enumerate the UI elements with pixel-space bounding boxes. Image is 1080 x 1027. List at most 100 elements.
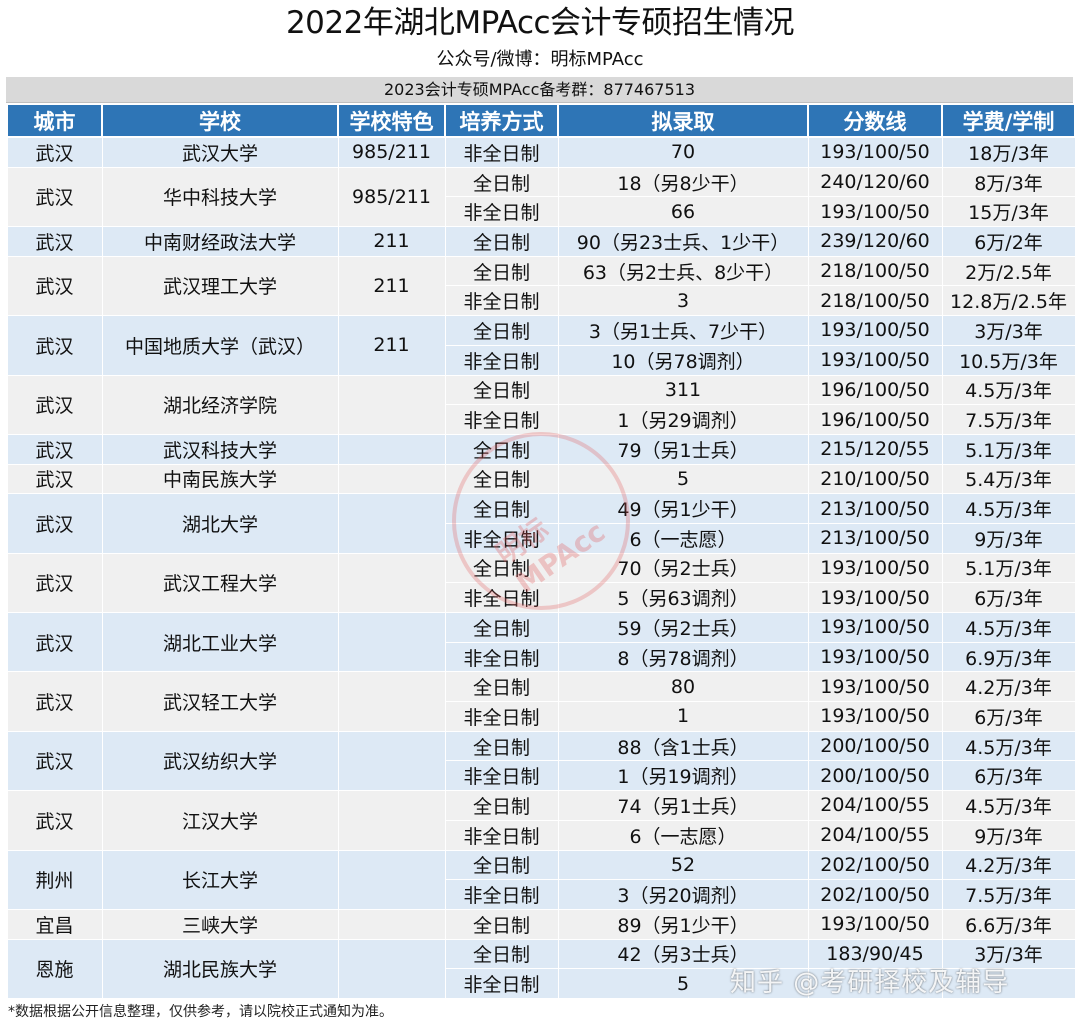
table-row: 非全日制 3（另20调剂） 202/100/50 7.5万/3年 [7, 879, 1076, 910]
admit-cell: 1（另19调剂） [557, 760, 809, 792]
mode-cell: 全日制 [444, 493, 559, 524]
table-row: 非全日制 6（一志愿） 213/100/50 9万/3年 [7, 522, 1076, 554]
table-row: 非全日制 6（一志愿） 204/100/55 9万/3年 [7, 819, 1076, 851]
score-cell: 240/120/60 [807, 166, 943, 198]
mode-cell: 全日制 [444, 849, 559, 881]
school-cell: 湖北民族大学 [101, 938, 339, 999]
score-cell: 213/100/50 [807, 522, 943, 554]
city-cell: 宜昌 [6, 908, 103, 940]
admit-cell: 52 [557, 849, 809, 881]
mode-cell: 非全日制 [444, 344, 559, 376]
city-cell: 武汉 [6, 790, 103, 851]
fee-cell: 6万/3年 [941, 760, 1076, 792]
fee-cell: 6万/2年 [941, 226, 1076, 257]
score-cell: 202/100/50 [807, 849, 943, 881]
table-row: 武汉 湖北经济学院 全日制 311 196/100/50 4.5万/3年 [6, 374, 1076, 435]
page-title: 2022年湖北MPAcc会计专硕招生情况 [285, 5, 795, 41]
school-cell: 武汉轻工大学 [101, 671, 339, 732]
school-cell: 湖北经济学院 [101, 374, 339, 435]
table-row: 武汉 中南民族大学 全日制 5 210/100/50 5.4万/3年 [6, 463, 1076, 495]
table-row: 荆州 长江大学 全日制 52 202/100/50 4.2万/3年 [6, 849, 1076, 910]
school-cell: 武汉纺织大学 [101, 730, 339, 792]
table-row: 恩施 湖北民族大学 全日制 42（另3士兵） 183/90/45 3万/3年 [6, 938, 1076, 999]
mode-cell: 全日制 [444, 908, 559, 940]
fee-cell: 4.2万/3年 [941, 849, 1076, 881]
feature-cell: 985/211 [337, 166, 446, 228]
table-row: 武汉 中国地质大学（武汉） 211 全日制 3（另1士兵、7少干） 193/100/50 3… [6, 315, 1076, 376]
fee-cell: 3万/3年 [941, 938, 1076, 970]
city-cell: 武汉 [6, 226, 103, 257]
fee-cell: 4.5万/3年 [941, 730, 1076, 762]
admit-cell: 42（另3士兵） [557, 938, 809, 970]
table-row: 非全日制 66 193/100/50 15万/3年 [7, 196, 1076, 228]
admit-cell: 5 [557, 968, 809, 999]
feature-cell: 211 [337, 226, 446, 257]
mode-cell: 非全日制 [444, 522, 559, 554]
city-cell: 武汉 [6, 136, 103, 168]
feature-cell [337, 849, 446, 910]
mode-cell: 全日制 [444, 938, 559, 970]
city-cell: 武汉 [6, 671, 103, 732]
admit-cell: 1（另29调剂） [557, 404, 809, 435]
fee-cell: 5.1万/3年 [941, 552, 1076, 584]
city-cell: 武汉 [6, 611, 103, 673]
admit-cell: 311 [557, 374, 809, 406]
table-body: 武汉 武汉大学 985/211 非全日制 70 193/100/50 18万/3年 武汉 华中科… [6, 136, 1076, 999]
feature-cell [337, 938, 446, 999]
fee-cell: 4.5万/3年 [941, 612, 1076, 643]
admit-cell: 49（另1少干） [557, 493, 809, 524]
header-school: 学校 [101, 103, 339, 138]
mode-cell: 全日制 [444, 433, 559, 465]
header-city: 城市 [6, 103, 103, 138]
table-row: 武汉 江汉大学 全日制 74（另1士兵） 204/100/55 4.5万/3年 [6, 790, 1076, 851]
fee-cell: 6.9万/3年 [941, 641, 1076, 673]
feature-cell [337, 552, 446, 614]
feature-cell: 211 [337, 255, 446, 317]
table-row: 非全日制 1（另19调剂） 200/100/50 6万/3年 [7, 760, 1076, 792]
header-mode: 培养方式 [444, 103, 559, 138]
table-row: 非全日制 5（另63调剂） 193/100/50 6万/3年 [7, 582, 1076, 613]
header-score: 分数线 [807, 103, 943, 138]
score-cell: 193/100/50 [807, 701, 943, 732]
admit-cell: 79（另1士兵） [557, 433, 809, 465]
score-cell: 193/100/50 [807, 552, 943, 584]
admit-cell: 1 [557, 701, 809, 732]
fee-cell: 3万/3年 [941, 315, 1076, 346]
feature-cell: 985/211 [337, 136, 446, 168]
score-cell: 193/100/50 [807, 315, 943, 346]
city-cell: 武汉 [6, 166, 103, 228]
score-cell: 239/120/60 [807, 226, 943, 257]
header-fee: 学费/学制 [941, 103, 1076, 138]
mode-cell: 非全日制 [444, 879, 559, 910]
fee-cell: 4.5万/3年 [941, 493, 1076, 524]
score-cell: 193/100/50 [807, 641, 943, 673]
table-header-row: 城市 学校 学校特色 培养方式 拟录取 分数线 学费/学制 [6, 103, 1076, 138]
table-row: 非全日制 8（另78调剂） 193/100/50 6.9万/3年 [7, 641, 1076, 673]
admit-cell: 18（另8少干） [557, 166, 809, 198]
feature-cell [337, 374, 446, 435]
city-cell: 武汉 [6, 374, 103, 435]
admit-cell: 3（另1士兵、7少干） [557, 315, 809, 346]
score-cell: 200/100/50 [807, 730, 943, 762]
school-cell: 中国地质大学（武汉） [101, 315, 339, 376]
feature-cell [337, 790, 446, 851]
table-row: 武汉 湖北工业大学 全日制 59（另2士兵） 193/100/50 4.5万/3年 [6, 611, 1076, 673]
mode-cell: 全日制 [444, 166, 559, 198]
admit-cell: 5 [557, 463, 809, 495]
score-cell: 200/100/50 [807, 760, 943, 792]
admit-cell: 3（另20调剂） [557, 879, 809, 910]
admit-cell: 66 [557, 196, 809, 228]
feature-cell [337, 730, 446, 792]
city-cell: 武汉 [6, 730, 103, 792]
fee-cell: 4.5万/3年 [941, 374, 1076, 406]
admit-cell: 10（另78调剂） [557, 344, 809, 376]
fee-cell [941, 968, 1076, 999]
score-cell: 196/100/50 [807, 374, 943, 406]
admit-cell: 59（另2士兵） [557, 612, 809, 643]
school-cell: 湖北大学 [101, 493, 339, 554]
mode-cell: 全日制 [444, 790, 559, 821]
school-cell: 江汉大学 [101, 790, 339, 851]
score-cell: 204/100/55 [807, 790, 943, 821]
feature-cell: 211 [337, 315, 446, 376]
score-cell: 215/120/55 [807, 433, 943, 465]
